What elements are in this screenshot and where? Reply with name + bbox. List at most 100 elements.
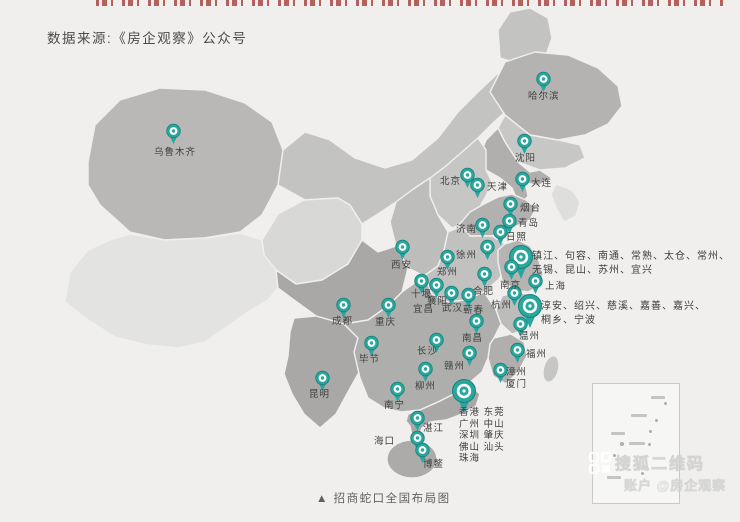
map-pin — [165, 123, 182, 150]
city-label: 郑州 — [437, 267, 459, 278]
city-label: 毕节 — [359, 354, 381, 365]
city-label: 十堰 — [411, 289, 433, 300]
city-label: 长沙 — [417, 346, 439, 357]
map-pin — [527, 273, 544, 300]
city-label: 徐州 — [456, 250, 478, 261]
city-label: 南昌 — [462, 333, 484, 344]
watermark-line2: 账户 @房企观察 — [624, 478, 727, 494]
map-pin — [394, 239, 411, 266]
city-label: 南宁 — [384, 400, 406, 411]
city-label: 沈阳 — [515, 153, 537, 164]
inset-island-label-mark — [611, 432, 625, 435]
city-label: 武汉 — [442, 303, 464, 314]
city-label: 乌鲁木齐 — [154, 147, 197, 158]
city-label: 上海 — [545, 281, 567, 292]
city-label: 北京 — [440, 176, 462, 187]
map-pin — [492, 362, 509, 389]
inset-island-dot — [620, 442, 624, 446]
city-label: 哈尔滨 — [528, 91, 560, 102]
map-pin — [409, 410, 426, 437]
data-source-text: 数据来源:《房企观察》公众号 — [47, 31, 248, 46]
taiwan-island — [542, 355, 560, 383]
map-pin — [413, 273, 430, 300]
map-pin — [474, 217, 491, 244]
map-pin — [514, 171, 531, 198]
map-pin — [414, 442, 431, 469]
city-label: 烟台 — [520, 203, 542, 214]
city-label: 赣州 — [444, 361, 466, 372]
map-pin — [479, 239, 496, 266]
city-label: 蕲春 — [463, 305, 485, 316]
inset-island-label-mark — [651, 396, 665, 399]
map-pin — [492, 224, 509, 251]
inset-island-label-mark — [631, 414, 647, 417]
inset-island-label-mark — [629, 442, 645, 445]
map-pin — [502, 196, 519, 223]
map-caption: ▲ 招商蛇口全国布局图 — [316, 493, 451, 505]
map-pin — [389, 381, 406, 408]
map-pin — [450, 378, 478, 419]
city-label: 柳州 — [415, 381, 437, 392]
map-pin — [516, 133, 533, 160]
map-pin — [501, 213, 518, 240]
map-pin — [428, 332, 445, 359]
city-label: 宜昌 — [413, 304, 435, 315]
qr-grid-icon — [588, 451, 612, 475]
city-label: 淳安、绍兴、慈溪、嘉善、嘉兴、 桐乡、宁波 — [541, 301, 706, 326]
city-label: 天津 — [487, 182, 509, 193]
inset-island-dot — [641, 472, 644, 475]
city-label: 湛江 — [423, 423, 445, 434]
city-label: 青岛 — [518, 218, 540, 229]
city-label: 合肥 — [473, 286, 495, 297]
map-pin — [516, 293, 544, 334]
city-label: 济南 — [456, 224, 478, 235]
city-label: 杭州 — [491, 300, 513, 311]
south-china-sea-inset — [592, 383, 680, 504]
map-pin — [535, 71, 552, 98]
clipped-red-title-fragment — [96, 0, 724, 6]
city-label: 成都 — [332, 316, 354, 327]
city-label: 香港 东莞 广州 中山 深圳 肇庆 佛山 汕头 珠海 — [459, 407, 505, 464]
inset-island-dot — [655, 419, 658, 422]
map-pin — [512, 316, 529, 343]
city-label: 南京 — [500, 280, 522, 291]
city-label: 襄阳 — [427, 296, 449, 307]
map-pin — [417, 361, 434, 388]
map-pin — [380, 297, 397, 324]
city-label: 西安 — [391, 260, 413, 271]
city-label: 镇江、句容、南通、常熟、太仓、常州、 无锡、昆山、苏州、宜兴 — [532, 251, 730, 276]
watermark-line1: 搜狐二维码 — [615, 456, 706, 474]
inset-island-dot — [649, 430, 652, 433]
neighbor-shape — [550, 183, 581, 223]
city-label: 海口 — [374, 436, 396, 447]
map-pin — [439, 249, 456, 276]
inset-island-dot — [664, 402, 667, 405]
map-pin — [476, 266, 493, 293]
city-label: 昆明 — [309, 389, 331, 400]
map-pin — [363, 335, 380, 362]
watermark: 搜狐二维码 账户 @房企观察 — [588, 449, 740, 504]
map-pin — [468, 313, 485, 340]
map-pin — [460, 287, 477, 314]
province-shape — [429, 137, 493, 229]
map-pin — [443, 285, 460, 312]
map-pin — [459, 167, 476, 194]
inset-island-label-mark — [607, 476, 621, 479]
city-label: 福州 — [526, 349, 548, 360]
map-pin — [335, 297, 352, 324]
city-label: 重庆 — [375, 317, 397, 328]
map-pin — [469, 177, 486, 204]
city-label: 大连 — [531, 178, 553, 189]
city-label: 漳州 厦门 — [506, 367, 528, 390]
city-label: 博鳌 — [423, 459, 445, 470]
province-shape — [275, 239, 409, 325]
map-pin — [503, 259, 520, 286]
city-label: 日照 — [506, 232, 528, 243]
map-pin — [461, 345, 478, 372]
map-pin — [428, 277, 445, 304]
inset-island-dot — [648, 443, 651, 446]
map-pin — [509, 342, 526, 369]
inset-island-dot — [613, 454, 616, 457]
